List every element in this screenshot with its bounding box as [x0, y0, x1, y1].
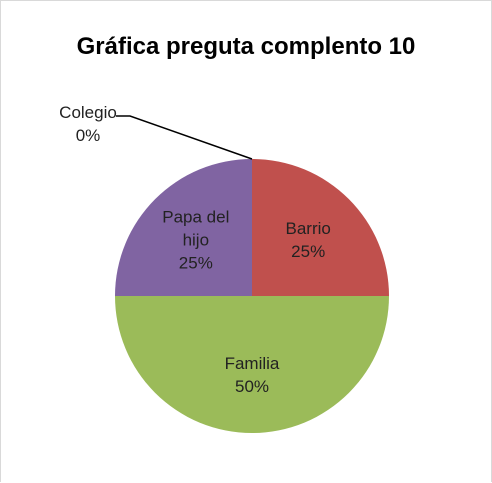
pie-slice	[252, 159, 389, 296]
value-label: 0%	[75, 126, 101, 145]
value-label: 50%	[234, 377, 270, 397]
category-label: Colegio	[59, 103, 117, 122]
data-label: Familia 50%	[197, 352, 307, 398]
category-label: Papa del hijo	[162, 207, 230, 250]
value-label: 25%	[291, 241, 326, 261]
category-label: Familia	[224, 354, 280, 374]
pie-slice	[115, 296, 389, 433]
pie-slice	[115, 159, 252, 296]
data-label: Colegio 0%	[43, 101, 133, 147]
value-label: 25%	[178, 253, 213, 273]
data-label: Barrio 25%	[268, 217, 348, 263]
data-label: Papa del hijo 25%	[156, 205, 236, 274]
chart-title: Gráfica preguta complento 10	[76, 33, 416, 60]
category-label: Barrio	[285, 218, 331, 238]
leader-line	[116, 115, 253, 160]
